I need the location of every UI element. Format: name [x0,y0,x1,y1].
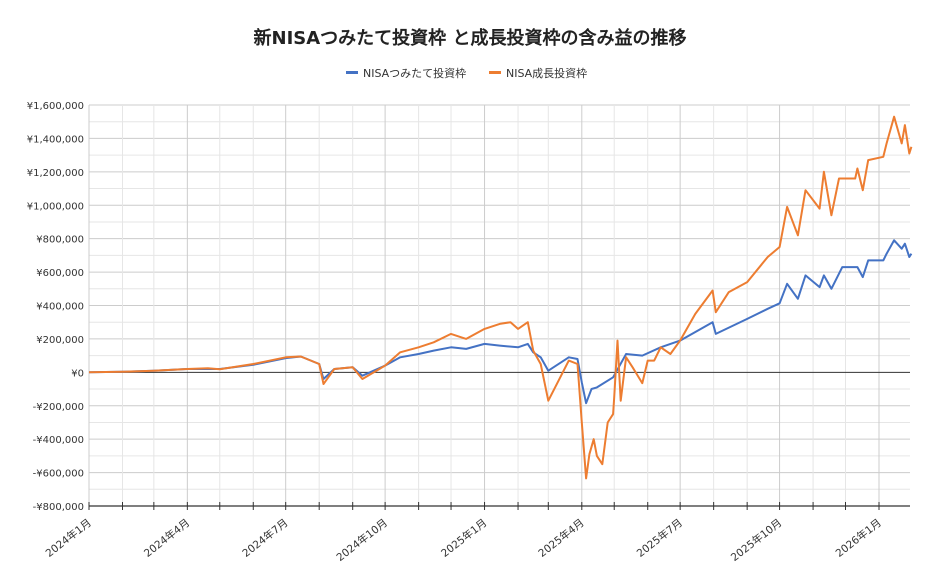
y-tick-label: ¥800,000 [36,235,84,246]
y-tick-label: -¥200,000 [33,402,84,413]
x-tick-label: 2025年4月 [536,516,587,560]
chart-title: 新NISAつみたて投資枠 と成長投資枠の含み益の推移 [254,27,687,49]
y-tick-label: ¥1,400,000 [27,134,84,145]
x-tick-label: 2025年1月 [439,516,490,560]
x-tick-label: 2026年1月 [833,516,884,560]
y-tick-label: ¥200,000 [36,335,84,346]
y-tick-label: -¥600,000 [33,469,84,480]
legend-swatch-tsumitate [346,71,358,74]
y-tick-label: -¥400,000 [33,435,84,446]
x-tick-label: 2024年7月 [240,516,291,560]
x-tick-label: 2025年7月 [634,516,685,560]
series-line-growth [88,115,913,480]
legend: NISAつみたて投資枠 NISA成長投資枠 [346,66,587,80]
x-tick-label: 2024年1月 [43,516,94,560]
y-tick-label: ¥0 [71,368,84,379]
legend-swatch-growth [489,71,501,74]
legend-label-tsumitate: NISAつみたて投資枠 [363,66,466,80]
y-tick-label: ¥600,000 [36,268,84,279]
legend-label-growth: NISA成長投資枠 [506,66,587,80]
y-tick-label: ¥400,000 [36,302,84,313]
x-tick-label: 2024年4月 [141,516,192,560]
y-tick-label: ¥1,600,000 [27,101,84,112]
y-tick-label: -¥800,000 [33,502,84,513]
x-tick-label: 2025年10月 [728,516,784,564]
y-tick-label: ¥1,200,000 [27,168,84,179]
x-tick-label: 2024年10月 [334,516,390,564]
y-tick-label: ¥1,000,000 [27,201,84,212]
